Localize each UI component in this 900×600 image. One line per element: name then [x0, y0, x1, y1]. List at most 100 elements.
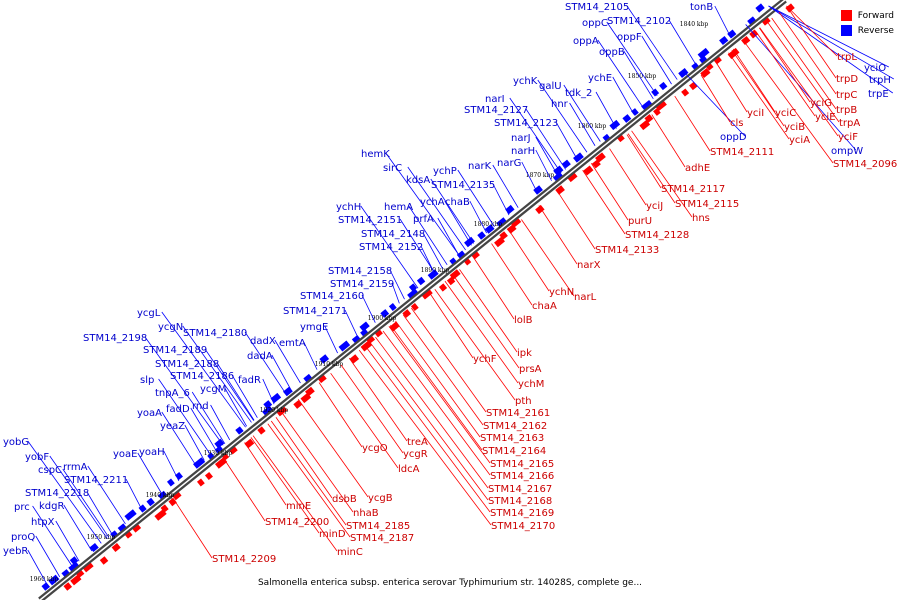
gene-label-cls[interactable]: cls: [730, 118, 744, 129]
gene-label-stm14_2159[interactable]: STM14_2159: [330, 279, 394, 290]
gene-label-stm14_2133[interactable]: STM14_2133: [595, 245, 659, 256]
gene-label-trpa[interactable]: trpA: [839, 118, 860, 129]
gene-label-ycgl[interactable]: ycgL: [137, 308, 161, 319]
gene-label-trpc[interactable]: trpC: [836, 90, 857, 101]
gene-label-pth[interactable]: pth: [515, 396, 532, 407]
gene-label-ycij[interactable]: yciJ: [646, 201, 663, 212]
gene-label-stm14_2185[interactable]: STM14_2185: [346, 521, 410, 532]
gene-label-stm14_2162[interactable]: STM14_2162: [483, 421, 547, 432]
gene-label-kdgr[interactable]: kdgR: [39, 501, 64, 512]
gene-label-stm14_2096[interactable]: STM14_2096: [833, 159, 897, 170]
gene-label-stm14_2170[interactable]: STM14_2170: [491, 521, 555, 532]
gene-label-stm14_2166[interactable]: STM14_2166: [490, 471, 554, 482]
gene-label-stm14_2171[interactable]: STM14_2171: [283, 306, 347, 317]
gene-label-stm14_2200[interactable]: STM14_2200: [265, 517, 329, 528]
gene-label-oppa[interactable]: oppA: [573, 36, 599, 47]
gene-label-trpd[interactable]: trpD: [836, 74, 858, 85]
gene-label-oppc[interactable]: oppC: [582, 18, 608, 29]
gene-label-nark[interactable]: narK: [468, 161, 492, 172]
gene-label-mind[interactable]: minD: [319, 529, 346, 540]
gene-label-prfa[interactable]: prfA: [413, 214, 434, 225]
gene-label-stm14_2180[interactable]: STM14_2180: [183, 328, 247, 339]
gene-label-nari[interactable]: narI: [485, 94, 505, 105]
gene-label-narh[interactable]: narH: [511, 146, 535, 157]
gene-label-yoah[interactable]: yoaH: [139, 447, 165, 458]
gene-label-stm14_2148[interactable]: STM14_2148: [361, 229, 425, 240]
gene-label-ycgo[interactable]: ycgO: [362, 443, 388, 454]
gene-label-trpb[interactable]: trpB: [836, 105, 857, 116]
gene-label-trpe[interactable]: trpE: [868, 89, 889, 100]
gene-label-mine[interactable]: minE: [286, 501, 311, 512]
gene-label-stm14_2128[interactable]: STM14_2128: [625, 230, 689, 241]
gene-label-stm14_2186[interactable]: STM14_2186: [170, 371, 234, 382]
gene-label-lolb[interactable]: lolB: [514, 315, 533, 326]
gene-label-ipk[interactable]: ipk: [517, 348, 532, 359]
gene-label-ycha[interactable]: ychA: [420, 197, 445, 208]
gene-label-proq[interactable]: proQ: [11, 532, 35, 543]
gene-label-stm14_2163[interactable]: STM14_2163: [480, 433, 544, 444]
gene-label-stm14_2135[interactable]: STM14_2135: [431, 180, 495, 191]
gene-label-dada[interactable]: dadA: [247, 351, 273, 362]
gene-label-fadr[interactable]: fadR: [238, 375, 261, 386]
gene-label-yobf[interactable]: yobF: [25, 452, 49, 463]
gene-label-stm14_2117[interactable]: STM14_2117: [661, 184, 725, 195]
gene-label-tnpa_6[interactable]: tnpA_6: [155, 388, 190, 399]
gene-label-ycgb[interactable]: ycgB: [368, 493, 393, 504]
gene-label-trea[interactable]: treA: [407, 437, 428, 448]
gene-label-chaa[interactable]: chaA: [532, 301, 557, 312]
gene-label-ycia[interactable]: yciA: [789, 135, 810, 146]
gene-label-hns[interactable]: hns: [692, 213, 710, 224]
gene-label-ycif[interactable]: yciF: [838, 132, 858, 143]
gene-label-ycig[interactable]: yciG: [810, 98, 832, 109]
gene-label-oppf[interactable]: oppF: [617, 32, 642, 43]
gene-label-adhe[interactable]: adhE: [685, 163, 710, 174]
gene-label-rnd[interactable]: rnd: [192, 401, 209, 412]
gene-label-stm14_2158[interactable]: STM14_2158: [328, 266, 392, 277]
gene-label-ychh[interactable]: ychH: [336, 202, 361, 213]
gene-label-stm14_2188[interactable]: STM14_2188: [155, 359, 219, 370]
gene-label-stm14_2169[interactable]: STM14_2169: [490, 508, 554, 519]
gene-label-ycii[interactable]: yciI: [747, 108, 764, 119]
gene-label-yobg[interactable]: yobG: [3, 437, 29, 448]
gene-label-stm14_2123[interactable]: STM14_2123: [494, 118, 558, 129]
gene-label-narx[interactable]: narX: [577, 260, 601, 271]
gene-label-ycgr[interactable]: ycgR: [403, 449, 428, 460]
gene-label-stm14_2151[interactable]: STM14_2151: [338, 215, 402, 226]
gene-label-stm14_2209[interactable]: STM14_2209: [212, 554, 276, 565]
gene-label-tonb[interactable]: tonB: [690, 2, 713, 13]
gene-label-stm14_2187[interactable]: STM14_2187: [350, 533, 414, 544]
gene-label-stm14_2198[interactable]: STM14_2198: [83, 333, 147, 344]
gene-label-nhab[interactable]: nhaB: [353, 508, 379, 519]
gene-label-stm14_2127[interactable]: STM14_2127: [464, 105, 528, 116]
gene-label-narl[interactable]: narL: [574, 292, 597, 303]
gene-label-tdk_2[interactable]: tdk_2: [565, 88, 592, 99]
gene-label-yeaz[interactable]: yeaZ: [160, 421, 185, 432]
gene-label-stm14_2211[interactable]: STM14_2211: [64, 475, 128, 486]
gene-label-stm14_2168[interactable]: STM14_2168: [488, 496, 552, 507]
gene-label-trph[interactable]: trpH: [869, 75, 891, 86]
gene-label-cspc[interactable]: cspC: [38, 465, 62, 476]
gene-label-hema[interactable]: hemA: [384, 202, 413, 213]
gene-label-ychm[interactable]: ychM: [518, 379, 544, 390]
gene-label-ycgm[interactable]: ycgM: [200, 384, 226, 395]
gene-label-hemk[interactable]: hemK: [361, 149, 390, 160]
gene-label-htpx[interactable]: htpX: [31, 517, 55, 528]
gene-label-stm14_2105[interactable]: STM14_2105: [565, 2, 629, 13]
gene-label-sirc[interactable]: sirC: [383, 163, 402, 174]
gene-label-ychf[interactable]: ychF: [473, 354, 497, 365]
gene-label-stm14_2152[interactable]: STM14_2152: [359, 242, 423, 253]
gene-label-narj[interactable]: narJ: [511, 133, 531, 144]
gene-label-stm14_2167[interactable]: STM14_2167: [488, 484, 552, 495]
gene-label-stm14_2111[interactable]: STM14_2111: [710, 147, 774, 158]
gene-label-ycib[interactable]: yciB: [784, 122, 805, 133]
gene-label-stm14_2165[interactable]: STM14_2165: [490, 459, 554, 470]
gene-label-stm14_2164[interactable]: STM14_2164: [482, 446, 546, 457]
gene-label-fadd[interactable]: fadD: [166, 404, 190, 415]
gene-label-prsa[interactable]: prsA: [519, 364, 542, 375]
gene-label-rrma[interactable]: rrmA: [63, 462, 88, 473]
gene-label-trpl[interactable]: trpL: [837, 52, 857, 63]
gene-label-hnr[interactable]: hnr: [551, 99, 569, 110]
gene-label-ymge[interactable]: ymgE: [300, 322, 328, 333]
gene-label-ldca[interactable]: ldcA: [398, 464, 420, 475]
gene-label-slp[interactable]: slp: [140, 375, 154, 386]
